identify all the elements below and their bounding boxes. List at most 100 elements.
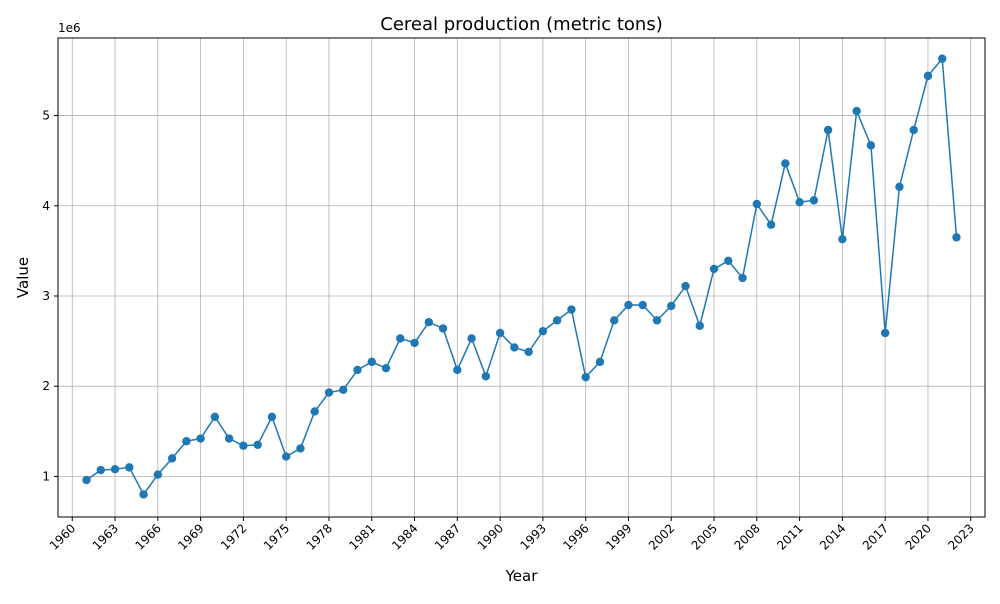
data-point [167,454,177,463]
data-point [823,125,833,135]
data-point [581,372,590,382]
y-axis-label: Value [14,257,32,298]
data-point [895,182,904,192]
data-point [909,125,918,135]
data-point [510,343,519,352]
data-point [196,434,205,443]
x-tick-label: 1975 [261,521,292,552]
data-point [410,338,419,348]
x-tick-label: 2002 [646,521,677,552]
x-tick-label: 2014 [817,521,848,552]
x-tick-label: 2011 [774,521,805,552]
x-tick-label: 1996 [560,521,591,552]
data-point [125,463,134,472]
data-point [524,347,533,357]
data-point [709,264,719,274]
data-point [667,301,676,311]
y-offset-label: 1e6 [58,21,81,35]
y-tick-label: 1 [42,469,50,483]
x-tick-label: 1969 [175,521,206,552]
x-tick-label: 1999 [603,521,634,552]
data-point [96,465,105,475]
data-point [82,475,91,485]
data-point [866,141,876,150]
x-tick-label: 2017 [860,521,891,552]
x-axis-label: Year [505,567,539,585]
data-point [110,464,120,474]
data-point [923,71,933,81]
series-line [86,56,958,496]
data-point [224,434,234,443]
chart-title: Cereal production (metric tons) [380,14,662,35]
data-point [738,273,747,283]
x-tick-label: 1963 [90,521,121,552]
y-axis: 1 2 3 4 5 [42,109,58,483]
x-axis: 1960 1963 1966 1969 1972 1975 1978 1981 1984 1987… [47,517,977,553]
data-point [838,234,847,244]
data-point [210,412,220,422]
data-point [267,412,277,422]
data-point [495,328,505,338]
data-point [310,407,319,416]
x-tick-label: 2020 [903,521,934,552]
plot-area [57,37,986,518]
data-point [182,437,191,446]
data-point [367,357,376,367]
x-tick-label: 1978 [304,521,335,552]
grid [58,38,985,517]
data-point [781,159,790,168]
data-point [752,199,762,209]
data-point [638,300,647,310]
data-point [595,357,605,367]
data-point [353,365,362,375]
data-point [467,334,476,343]
x-tick-label: 1987 [432,521,463,552]
data-point [809,196,819,205]
data-point [453,365,462,375]
data-point [952,233,961,242]
data-point [481,372,491,381]
data-point [852,106,861,116]
data-point [381,363,391,373]
data-point [239,441,248,450]
data-point [296,444,305,453]
x-tick-label: 1984 [389,521,420,552]
data-point [610,316,619,325]
data-point [766,220,776,229]
y-tick-label: 5 [42,109,50,123]
data-point [681,281,690,291]
data-point [396,334,405,343]
x-tick-label: 2023 [945,521,976,552]
data-point [139,490,148,499]
data-point [153,470,163,479]
x-tick-label: 1960 [47,521,78,552]
x-tick-label: 1981 [346,521,377,552]
data-point [695,321,704,330]
data-point [938,54,947,63]
data-point [424,317,433,327]
data-point [567,305,576,314]
data-point [538,326,548,336]
x-tick-label: 1993 [518,521,549,552]
data-point [795,197,804,207]
x-tick-label: 2005 [689,521,720,552]
x-tick-label: 1966 [132,521,163,552]
x-tick-label: 1972 [218,521,249,552]
data-point [652,316,662,325]
data-point [339,385,348,395]
y-tick-label: 4 [42,199,50,213]
data-point [438,324,448,333]
y-tick-label: 2 [42,379,50,393]
data-point [552,316,562,325]
data-point [624,300,633,310]
y-tick-label: 3 [42,289,50,303]
series [82,54,961,499]
data-point [724,256,733,266]
x-tick-label: 1990 [475,521,506,552]
data-point [880,328,890,338]
data-point [281,452,291,461]
data-point [324,388,334,397]
x-tick-label: 2008 [731,521,762,552]
